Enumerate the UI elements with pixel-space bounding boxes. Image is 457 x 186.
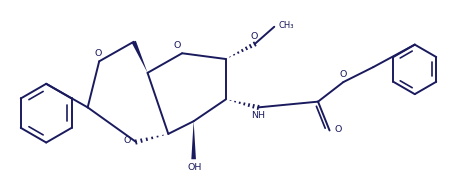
Polygon shape <box>191 121 196 159</box>
Text: O: O <box>339 70 346 79</box>
Polygon shape <box>132 41 148 73</box>
Text: O: O <box>124 136 131 145</box>
Text: O: O <box>251 32 258 41</box>
Text: NH: NH <box>251 111 265 120</box>
Text: OH: OH <box>188 163 202 171</box>
Text: O: O <box>94 49 102 58</box>
Text: O: O <box>334 125 341 134</box>
Text: O: O <box>174 41 181 50</box>
Text: CH₃: CH₃ <box>278 21 294 30</box>
